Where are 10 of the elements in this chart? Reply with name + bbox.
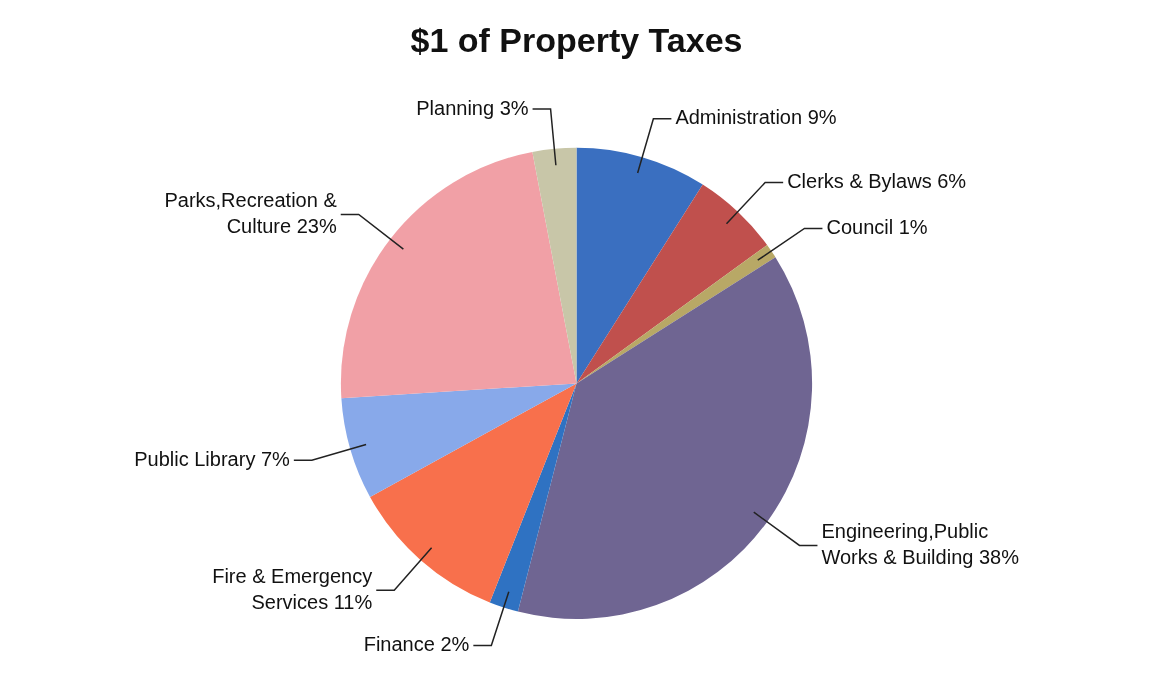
slice-label: Engineering,Public Works & Building 38% xyxy=(821,519,1020,568)
slice-label: Public Library 7% xyxy=(134,447,291,470)
slice-label: Finance 2% xyxy=(363,633,470,656)
slice-label: Parks,Recreation & Culture 23% xyxy=(164,189,338,237)
slice-label: Planning 3% xyxy=(416,96,529,119)
slice-label: Clerks & Bylaws 6% xyxy=(787,170,967,193)
slice-label: Administration 9% xyxy=(675,106,837,129)
slice-label: Fire & Emergency Services 11% xyxy=(212,564,373,613)
slice-label: Council 1% xyxy=(826,216,928,239)
chart-title: $1 of Property Taxes xyxy=(410,20,743,59)
